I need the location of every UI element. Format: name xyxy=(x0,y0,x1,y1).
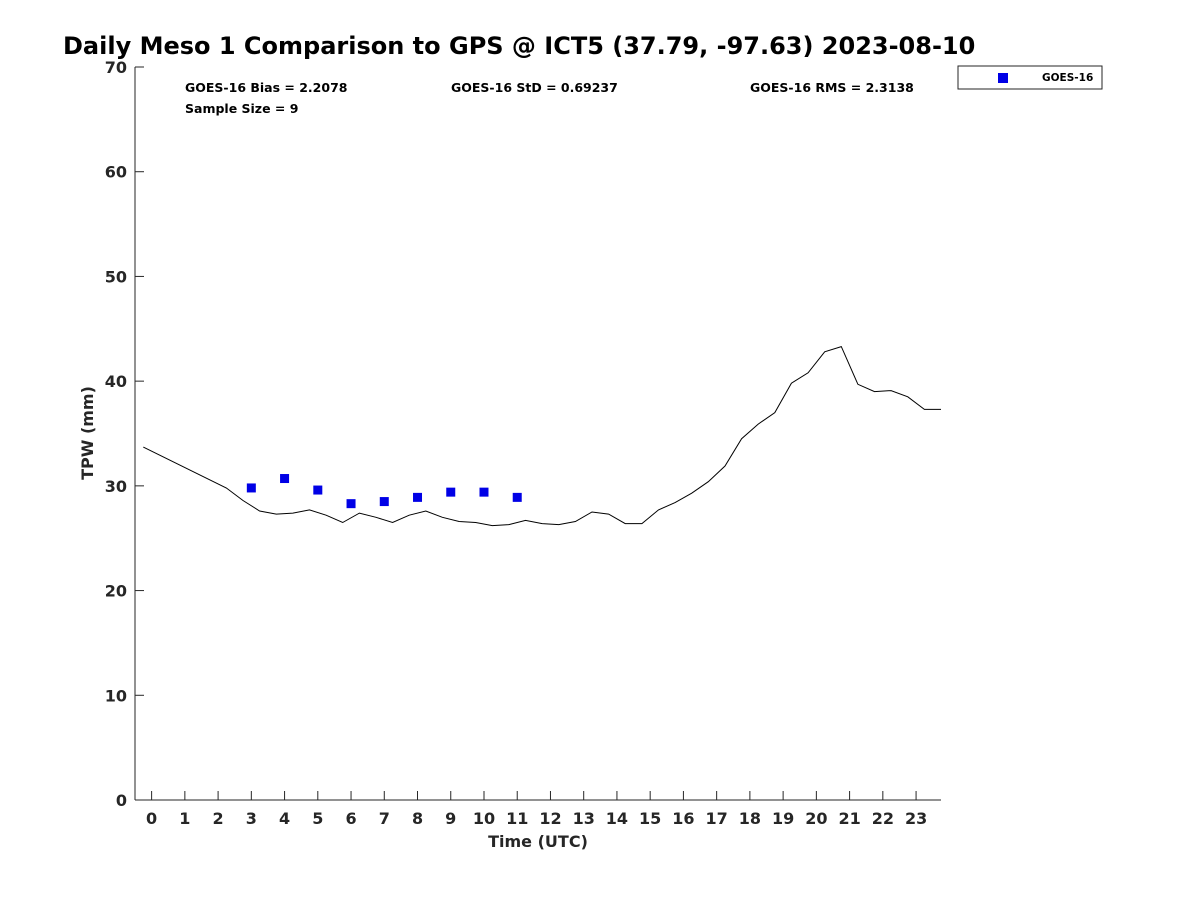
sample-size-stat: Sample Size = 9 xyxy=(185,101,298,116)
rms-stat: GOES-16 RMS = 2.3138 xyxy=(750,80,914,95)
goes16-point xyxy=(413,492,423,502)
gps-line xyxy=(143,345,941,527)
x-tick-label: 21 xyxy=(838,809,860,828)
goes16-point xyxy=(313,485,323,495)
x-tick-label: 2 xyxy=(213,809,224,828)
bias-stat: GOES-16 Bias = 2.2078 xyxy=(185,80,347,95)
x-tick-label: 14 xyxy=(606,809,628,828)
x-axis-ticks: 0 1 2 3 4 5 6 7 8 9 10 11 12 13 14 15 16 17 18 19 20 21 22 23 xyxy=(146,791,927,828)
legend-label-goes16: GOES-16 xyxy=(1042,72,1093,84)
x-tick-label: 22 xyxy=(872,809,894,828)
x-tick-label: 9 xyxy=(445,809,456,828)
x-tick-label: 23 xyxy=(905,809,927,828)
x-tick-label: 19 xyxy=(772,809,794,828)
goes16-point xyxy=(280,474,290,484)
x-tick-label: 20 xyxy=(805,809,827,828)
chart-title: Daily Meso 1 Comparison to GPS @ ICT5 (3… xyxy=(63,32,975,60)
x-tick-label: 0 xyxy=(146,809,157,828)
y-tick-label: 70 xyxy=(105,58,127,77)
goes16-point xyxy=(479,487,489,497)
goes16-point xyxy=(346,499,356,509)
x-tick-label: 11 xyxy=(506,809,528,828)
x-tick-label: 15 xyxy=(639,809,661,828)
y-axis-label: TPW (mm) xyxy=(78,386,97,480)
x-tick-label: 5 xyxy=(312,809,323,828)
x-tick-label: 13 xyxy=(573,809,595,828)
y-tick-label: 10 xyxy=(105,686,127,705)
y-tick-label: 20 xyxy=(105,582,127,601)
goes16-point xyxy=(379,497,389,507)
x-tick-label: 7 xyxy=(379,809,390,828)
x-tick-label: 18 xyxy=(739,809,761,828)
x-tick-label: 17 xyxy=(706,809,728,828)
x-tick-label: 3 xyxy=(246,809,257,828)
x-tick-label: 1 xyxy=(179,809,190,828)
y-tick-label: 50 xyxy=(105,267,127,286)
axes xyxy=(134,67,941,801)
goes16-point xyxy=(446,487,456,497)
x-axis-label: Time (UTC) xyxy=(488,832,588,851)
x-tick-label: 6 xyxy=(345,809,356,828)
std-stat: GOES-16 StD = 0.69237 xyxy=(451,80,618,95)
legend-box xyxy=(957,65,1103,90)
x-tick-label: 8 xyxy=(412,809,423,828)
series-layer xyxy=(143,345,941,527)
legend: GOES-16 xyxy=(957,65,1103,90)
y-axis-ticks: 0 10 20 30 40 50 60 70 xyxy=(105,58,144,810)
y-tick-label: 0 xyxy=(116,791,127,810)
legend-marker-goes16 xyxy=(998,73,1008,83)
goes16-point xyxy=(246,483,256,493)
x-tick-label: 12 xyxy=(539,809,561,828)
y-tick-label: 30 xyxy=(105,477,127,496)
y-tick-label: 60 xyxy=(105,163,127,182)
x-tick-label: 10 xyxy=(473,809,495,828)
goes16-point xyxy=(512,492,522,502)
x-tick-label: 4 xyxy=(279,809,290,828)
x-tick-label: 16 xyxy=(672,809,694,828)
y-tick-label: 40 xyxy=(105,372,127,391)
